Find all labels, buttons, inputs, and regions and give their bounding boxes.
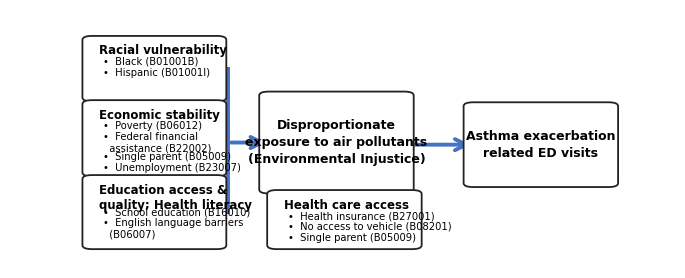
FancyBboxPatch shape: [82, 175, 226, 249]
FancyBboxPatch shape: [259, 91, 414, 193]
Text: •  Single parent (B05009): • Single parent (B05009): [288, 233, 416, 243]
Text: •  Black (B01001B): • Black (B01001B): [103, 57, 199, 67]
Text: Health care access: Health care access: [284, 198, 409, 212]
FancyBboxPatch shape: [464, 102, 618, 187]
Text: Asthma exacerbation
related ED visits: Asthma exacerbation related ED visits: [466, 130, 616, 160]
Text: •  No access to vehicle (B08201): • No access to vehicle (B08201): [288, 222, 451, 232]
Text: Economic stability: Economic stability: [99, 109, 220, 122]
FancyBboxPatch shape: [82, 36, 226, 101]
Text: Education access &
quality; Health literacy: Education access & quality; Health liter…: [99, 184, 252, 212]
Text: •  Hispanic (B01001I): • Hispanic (B01001I): [103, 68, 210, 78]
FancyBboxPatch shape: [267, 190, 422, 249]
Text: •  English language barriers
  (B06007): • English language barriers (B06007): [103, 218, 244, 240]
Text: •  Unemployment (B23007): • Unemployment (B23007): [103, 163, 241, 173]
Text: •  School education (B16010): • School education (B16010): [103, 207, 251, 217]
Text: •  Single parent (B05009): • Single parent (B05009): [103, 152, 231, 162]
Text: •  Health insurance (B27001): • Health insurance (B27001): [288, 211, 434, 221]
Text: Racial vulnerability: Racial vulnerability: [99, 44, 227, 58]
Text: •  Poverty (B06012): • Poverty (B06012): [103, 121, 202, 131]
Text: Disproportionate
exposure to air pollutants
(Environmental Injustice): Disproportionate exposure to air polluta…: [245, 119, 427, 166]
FancyBboxPatch shape: [82, 100, 226, 176]
Text: •  Federal financial
  assistance (B22002): • Federal financial assistance (B22002): [103, 132, 212, 153]
